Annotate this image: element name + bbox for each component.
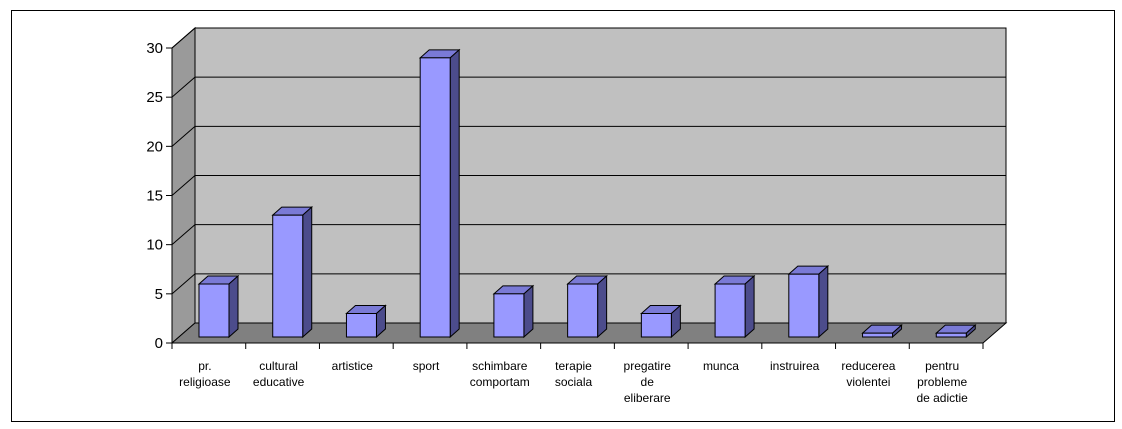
- x-category-label: terapie sociala: [555, 359, 593, 389]
- bar-side: [818, 265, 829, 339]
- x-category-label: pentru probleme de adictie: [916, 359, 968, 405]
- gridline: [171, 273, 1006, 295]
- gridlines: [171, 27, 1006, 295]
- bar-side: [523, 284, 534, 339]
- x-axis-categories: pr. religioase cultural educative artistice s…: [179, 359, 968, 405]
- x-category-label: artistice: [332, 359, 374, 373]
- y-tick-label: 25: [146, 89, 163, 106]
- gridline: [171, 27, 1006, 49]
- x-category-label-line: de: [641, 375, 655, 389]
- x-category-label-line: terapie: [555, 359, 592, 373]
- bar: [345, 304, 387, 339]
- bar-front: [714, 283, 746, 338]
- x-category-label-line: pr.: [198, 359, 211, 373]
- bar: [566, 274, 608, 339]
- x-category-label-line: eliberare: [624, 391, 671, 405]
- bars: [197, 48, 977, 339]
- y-tick-label: 15: [146, 188, 163, 205]
- x-category-label-line: artistice: [332, 359, 374, 373]
- y-tick-label: 5: [155, 286, 163, 303]
- y-tick-label: 10: [146, 237, 163, 254]
- bar-front: [419, 57, 451, 338]
- bar-side: [744, 274, 755, 339]
- x-category-label-line: de adictie: [916, 391, 968, 405]
- gridline: [171, 76, 1006, 98]
- gridline: [171, 125, 1006, 147]
- x-category-label-line: comportam: [470, 375, 530, 389]
- bar-side: [302, 206, 313, 339]
- gridline: [171, 224, 1006, 246]
- y-tick-label: 30: [146, 40, 163, 57]
- x-category-label: reducerea violentei: [841, 359, 895, 389]
- bar-front: [567, 283, 599, 338]
- y-tick-label: 0: [155, 335, 163, 352]
- bar-side: [228, 274, 239, 339]
- bar: [271, 206, 314, 339]
- x-category-label-line: educative: [253, 375, 305, 389]
- gridline: [171, 175, 1006, 196]
- x-category-label-line: sport: [413, 359, 440, 373]
- bar: [861, 324, 903, 339]
- bar-side: [597, 274, 608, 339]
- bar-front: [640, 313, 672, 338]
- bar-side: [449, 48, 460, 339]
- bar: [640, 304, 682, 339]
- bar: [713, 274, 756, 339]
- x-category-label-line: munca: [703, 359, 739, 373]
- x-category-label: pr. religioase: [179, 359, 231, 389]
- bar: [934, 324, 977, 339]
- y-axis-ticks: 0 5 10 15 20 25 30: [146, 40, 172, 352]
- bar-front: [935, 332, 967, 338]
- x-category-label: cultural educative: [253, 359, 305, 389]
- x-category-label-line: violentei: [846, 375, 890, 389]
- bar-front: [493, 293, 525, 338]
- x-category-label-line: probleme: [917, 375, 967, 389]
- y-tick-label: 20: [146, 138, 163, 155]
- x-category-label-line: religioase: [179, 375, 231, 389]
- x-category-label: schimbare comportam: [470, 359, 530, 389]
- x-category-label: munca: [703, 359, 739, 373]
- bar: [492, 284, 535, 339]
- x-category-label-line: pentru: [925, 359, 959, 373]
- x-category-label-line: reducerea: [841, 359, 895, 373]
- x-category-label: sport: [413, 359, 440, 373]
- x-category-label-line: pregatire: [624, 359, 672, 373]
- bar-front: [345, 313, 377, 338]
- bar-front: [862, 332, 894, 338]
- x-category-label: instruirea: [770, 359, 820, 373]
- x-category-label-line: instruirea: [770, 359, 820, 373]
- bar: [787, 265, 830, 339]
- x-category-label-line: schimbare: [472, 359, 528, 373]
- x-category-label-line: sociala: [555, 375, 593, 389]
- bar-front: [272, 214, 304, 338]
- bar-front: [788, 273, 820, 338]
- bar: [197, 274, 240, 339]
- bar: [418, 48, 461, 339]
- bar-front: [198, 283, 230, 338]
- x-category-label-line: cultural: [259, 359, 298, 373]
- x-category-label: pregatire de eliberare: [624, 359, 672, 405]
